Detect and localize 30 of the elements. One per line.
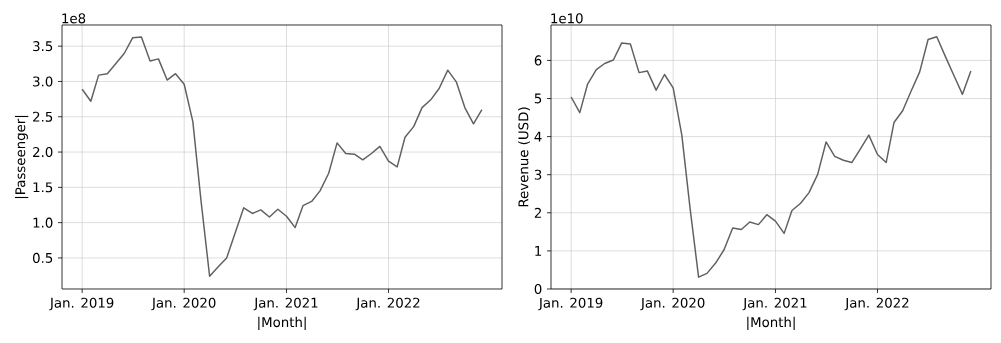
x-axis-title: |Month| [747,316,795,331]
y-tick-label: 0.5 [32,252,53,263]
y-tick-label: 3.5 [33,41,53,52]
y-tick-label: 4 [534,131,542,142]
x-tick-label: Jan. 2020 [640,297,705,311]
y-tick-label: 1 [535,246,542,256]
x-tick-label: Jan. 2019 [49,297,114,311]
y-tick-label: 0 [534,283,542,295]
x-tick-label: Jan. 2022 [355,297,420,311]
y-axis-title: Revenue (USD) [518,107,530,207]
y-tick-label: 2.0 [33,146,53,158]
x-tick-label: Jan. 2021 [253,297,318,311]
x-axis-title: |Month| [258,316,306,331]
y-tick-label: 3.0 [33,76,53,87]
y-tick-label: 2 [534,207,541,218]
x-tick-label: Jan. 2020 [151,297,216,311]
x-tick-label: Jan. 2022 [844,297,909,311]
line-series [81,36,483,278]
line-series [570,36,972,278]
y-tick-label: 1.5 [33,182,53,193]
y-axis-title: |Passeenger| [14,115,29,199]
y-tick-label: 2.5 [33,111,53,122]
y-tick-label: 5 [534,93,542,104]
y-tick-label: 6 [534,55,542,66]
x-tick-label: Jan. 2019 [538,297,603,311]
y-tick-label: 3 [534,169,542,180]
y-tick-label: 1.0 [33,217,53,228]
x-tick-label: Jan. 2021 [742,297,807,311]
text: 1e8 [62,13,86,24]
text: 1e10 [551,13,583,24]
